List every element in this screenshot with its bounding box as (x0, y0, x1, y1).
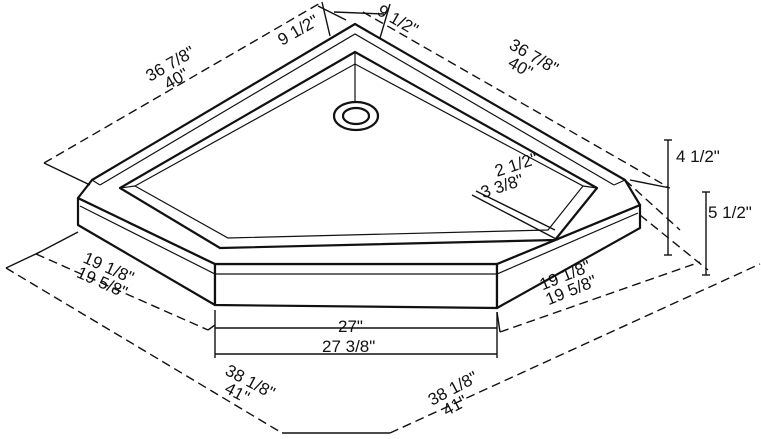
drain (332, 64, 380, 132)
base-top-rim (76, 22, 642, 266)
shower-base (76, 22, 642, 310)
top-inner-left-label: 9 1/2" (275, 11, 322, 49)
front-inner-label: 27" (338, 317, 363, 336)
base-front-face (213, 262, 499, 310)
base-inner-tray (118, 50, 599, 250)
height-outer-label: 5 1/2" (708, 203, 752, 222)
height-inner-label: 4 1/2" (676, 147, 720, 166)
front-outer-label: 27 3/8" (322, 337, 375, 356)
dimension-lines (5, 1, 761, 434)
